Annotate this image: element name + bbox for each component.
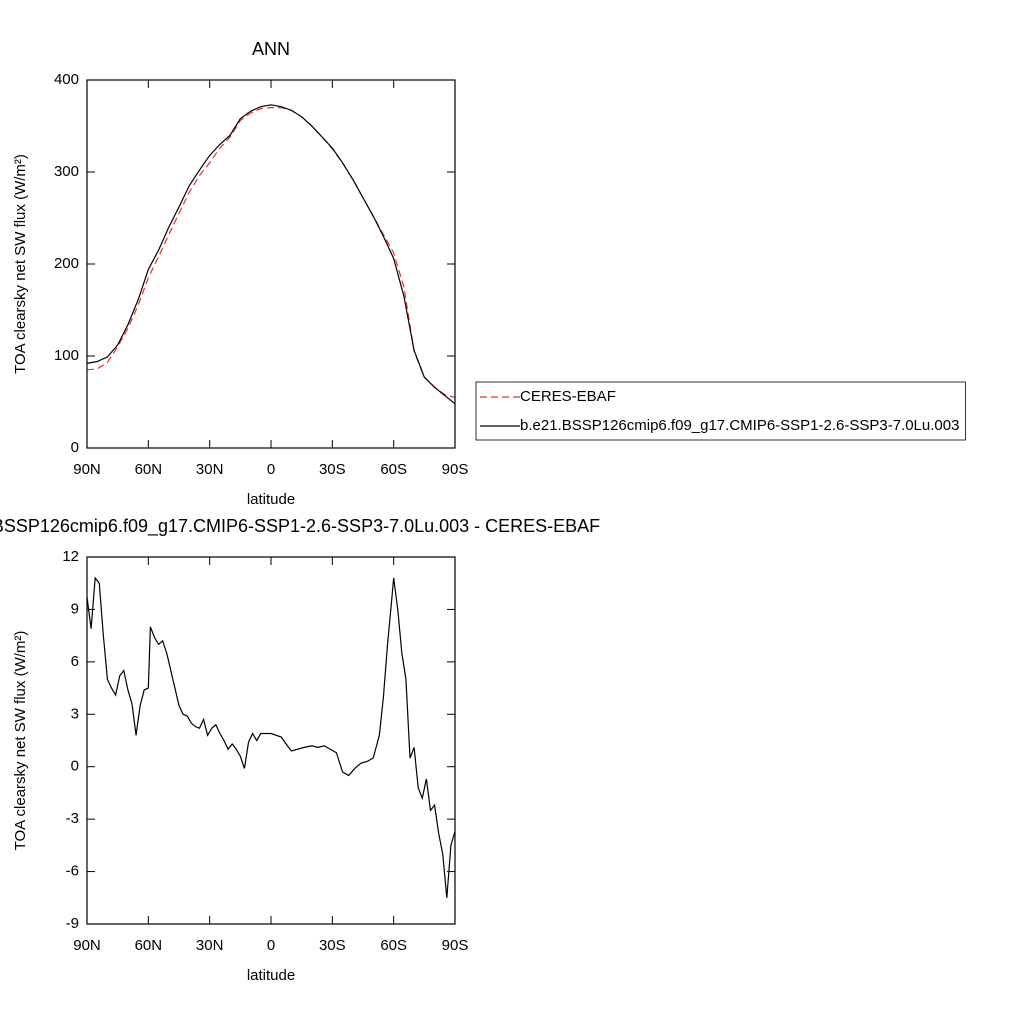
x-tick-label: 60S	[380, 937, 407, 954]
series-line	[86, 107, 456, 398]
x-tick-label: 0	[267, 937, 275, 954]
chart-title: b.e21.BSSP126cmip6.f09_g17.CMIP6-SSP1-2.…	[0, 516, 600, 537]
x-tick-label: 30N	[196, 461, 224, 478]
y-axis-label: TOA clearsky net SW flux (W/m²)	[12, 631, 29, 851]
x-tick-label: 30S	[319, 937, 346, 954]
legend-label: CERES-EBAF	[520, 388, 616, 405]
y-tick-label: 6	[71, 653, 79, 670]
x-tick-label: 60S	[380, 461, 407, 478]
x-axis-label: latitude	[247, 967, 295, 984]
y-tick-label: 12	[62, 548, 79, 565]
y-tick-label: 0	[71, 758, 79, 775]
y-tick-label: -6	[66, 863, 79, 880]
y-tick-label: 300	[54, 163, 79, 180]
y-tick-label: 200	[54, 255, 79, 272]
x-tick-label: 90N	[73, 937, 101, 954]
x-tick-label: 90N	[73, 461, 101, 478]
series-line	[86, 576, 456, 898]
chart-title: ANN	[252, 39, 290, 59]
x-tick-label: 60N	[135, 461, 163, 478]
y-tick-label: -3	[66, 810, 79, 827]
plot-frame	[86, 79, 456, 449]
y-tick-label: 400	[54, 71, 79, 88]
y-tick-label: 9	[71, 600, 79, 617]
x-tick-label: 60N	[135, 937, 163, 954]
x-axis-label: latitude	[247, 491, 295, 508]
x-tick-label: 90S	[442, 461, 469, 478]
legend-label: b.e21.BSSP126cmip6.f09_g17.CMIP6-SSP1-2.…	[520, 417, 959, 434]
y-tick-label: 100	[54, 347, 79, 364]
y-tick-label: -9	[66, 915, 79, 932]
plot-frame	[86, 556, 456, 925]
x-tick-label: 30N	[196, 937, 224, 954]
x-tick-label: 90S	[442, 937, 469, 954]
x-tick-label: 0	[267, 461, 275, 478]
legend: CERES-EBAF b.e21.BSSP126cmip6.f09_g17.CMI…	[475, 381, 966, 441]
y-tick-label: 3	[71, 705, 79, 722]
y-axis-label: TOA clearsky net SW flux (W/m²)	[12, 154, 29, 374]
series-line	[86, 104, 456, 405]
x-tick-label: 30S	[319, 461, 346, 478]
y-tick-label: 0	[71, 439, 79, 456]
legend-box	[475, 381, 966, 441]
